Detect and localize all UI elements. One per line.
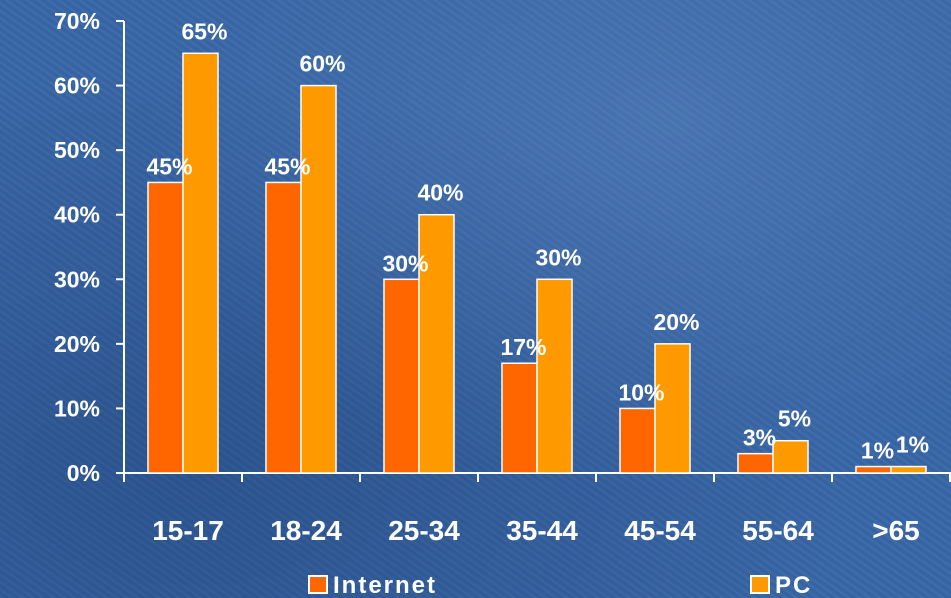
x-category-label: 25-34 [388,515,460,546]
bar-internet-6 [855,465,892,474]
bar-internet-3 [501,362,538,474]
y-tick-label: 30% [54,266,100,292]
data-label: 1% [896,432,929,458]
data-label-layer: 45% 65% 45% 60% 30% 40% 17% 30% 10% 20% 3%5% 1% 1% [146,18,929,463]
bar-pc-5 [772,439,809,474]
bar-pc-6 [890,465,927,474]
x-category-label: 18-24 [270,515,342,546]
bar-internet-1 [265,181,302,474]
data-label: 60% [299,51,345,77]
legend-item-internet: Internet [308,572,437,598]
bar-pc-2 [418,213,455,474]
data-label: 45% [146,153,192,179]
y-tick-label: 60% [54,73,100,99]
axis-layer: 0% 10% 20% 30% 40% 50% 60% 70% 15-17 18-24 25-34 35… [54,8,951,546]
data-label: 65% [181,18,227,44]
bar-pc-4 [654,343,691,474]
y-tick-label: 40% [54,202,100,228]
legend: Internet PC [308,572,812,598]
x-category-label: 35-44 [506,515,578,546]
y-tick-label: 10% [54,395,100,421]
data-label: 1% [861,438,894,464]
y-tick-label: 0% [67,460,100,486]
data-label: 5% [778,406,811,432]
bar-internet-0 [147,181,184,474]
data-label: 45% [264,153,310,179]
legend-swatch [750,575,770,594]
bar-internet-5 [737,452,774,474]
x-category-label: 55-64 [742,515,814,546]
legend-swatch [308,575,328,594]
data-label: 40% [417,180,463,206]
data-label: 20% [653,309,699,335]
bar-internet-4 [619,407,656,474]
y-tick-label: 20% [54,331,100,357]
bar-pc-3 [536,278,573,474]
bar-pc-1 [300,84,337,474]
y-tick-label: 70% [54,8,100,34]
data-label: 10% [618,379,664,405]
x-category-label: >65 [872,515,920,546]
legend-label: PC [775,572,812,598]
bar-pc-0 [182,52,219,474]
data-label: 17% [500,334,546,360]
x-category-label: 15-17 [152,515,224,546]
bar-internet-2 [383,278,420,474]
bar-layer [147,52,927,474]
data-label: 3% [743,425,776,451]
legend-item-pc: PC [750,572,812,598]
x-category-label: 45-54 [624,515,696,546]
legend-label: Internet [333,572,437,598]
y-tick-label: 50% [54,137,100,163]
data-label: 30% [535,244,581,270]
data-label: 30% [382,250,428,276]
